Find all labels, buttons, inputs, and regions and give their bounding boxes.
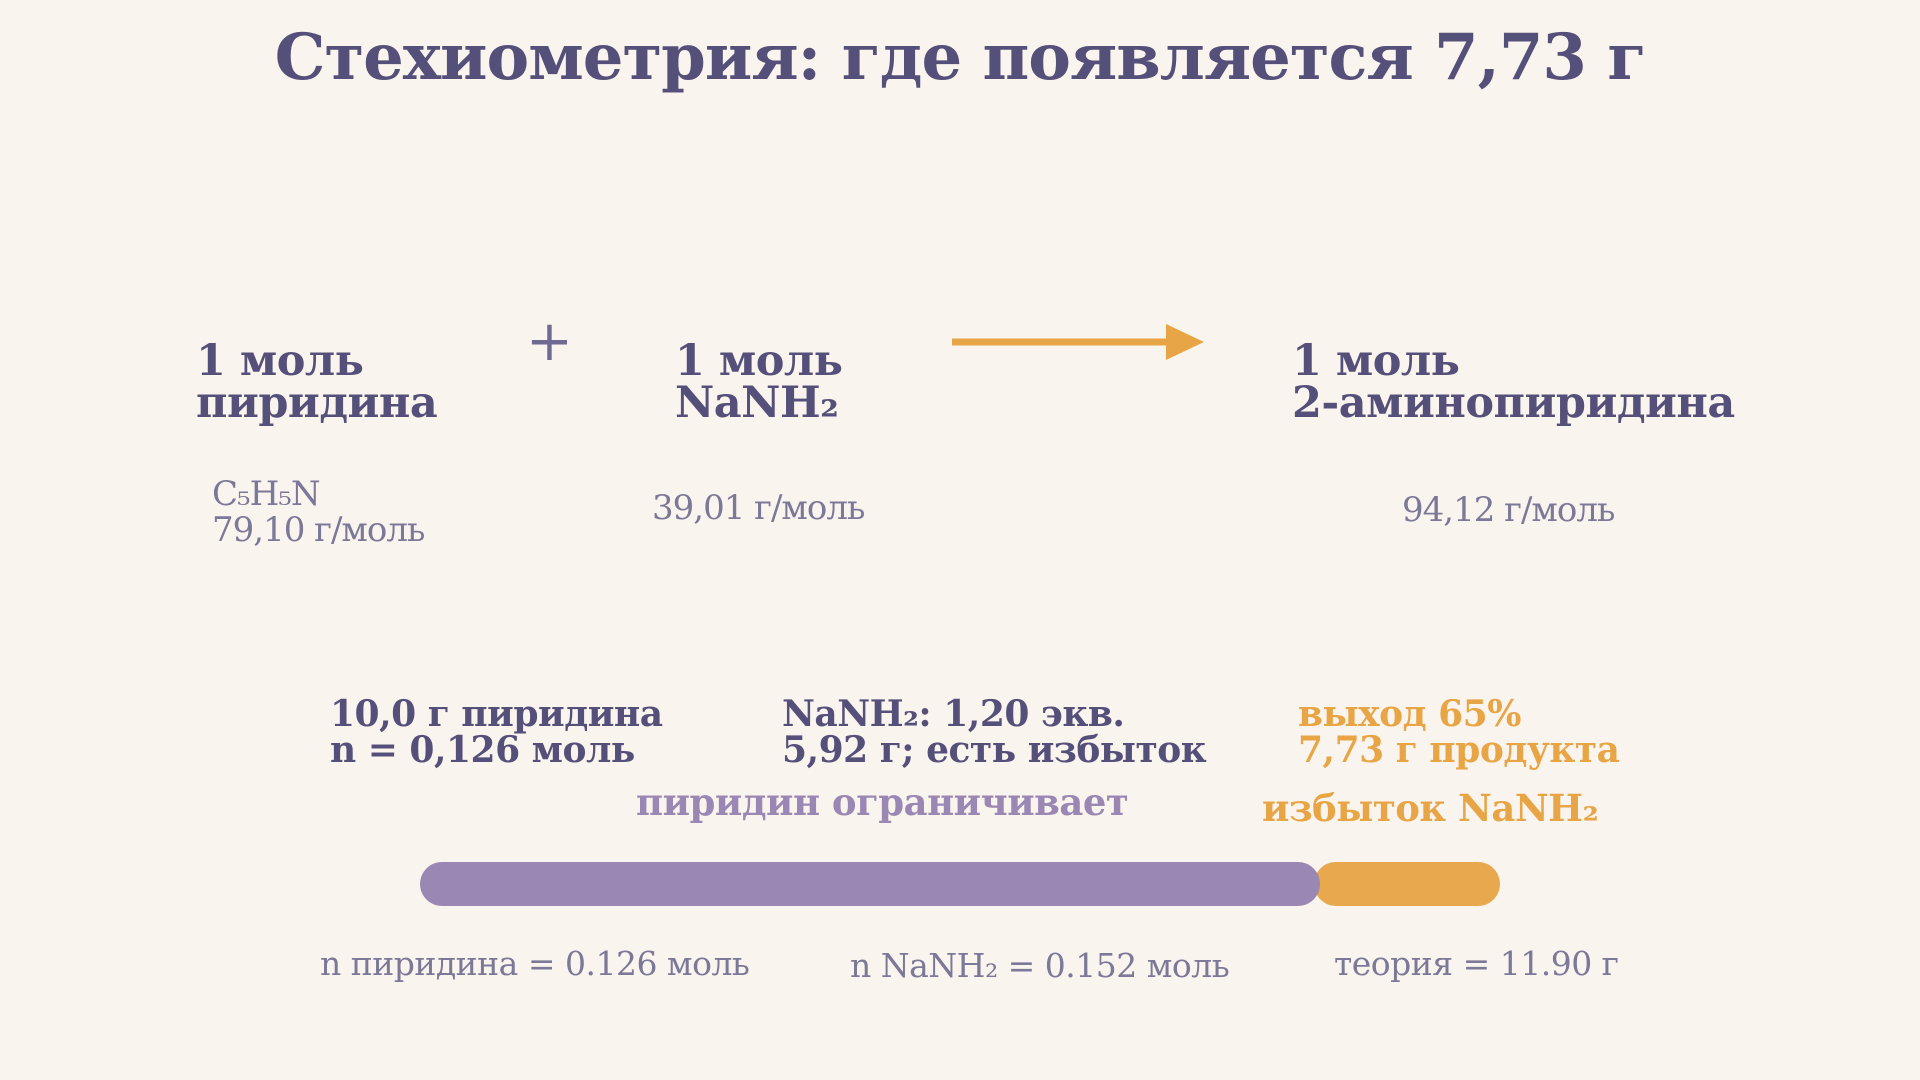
nanh2-molar-mass: 39,01 г/моль xyxy=(652,488,865,528)
n-pyridine-label: n пиридина = 0.126 моль xyxy=(320,944,750,983)
pyridine-moles: n = 0,126 моль xyxy=(330,729,635,771)
reaction-arrow-icon xyxy=(952,324,1204,360)
product-molar-mass: 94,12 г/моль xyxy=(1402,490,1615,530)
limiting-reagent-note: пиридин ограничивает xyxy=(636,780,1129,824)
pyridine-mass: 10,0 г пиридина xyxy=(330,693,663,735)
yield-percent: выход 65% xyxy=(1298,693,1521,735)
page-title: Стехиометрия: где появляется 7,73 г xyxy=(274,20,1647,95)
pyridine-info: C₅H₅N 79,10 г/моль xyxy=(212,474,425,550)
product-amount: 1 моль xyxy=(1292,336,1460,386)
pyridine-formula: C₅H₅N xyxy=(212,474,321,514)
reactant-pyridine: 1 моль пиридина xyxy=(196,336,438,428)
reactant-nanh2-amount: 1 моль xyxy=(675,336,843,386)
nanh2-equivalents: NaNH₂: 1,20 экв. xyxy=(782,693,1125,735)
product-name: 2-аминопиридина xyxy=(1292,378,1735,428)
reactant-nanh2-name: NaNH₂ xyxy=(675,378,839,428)
nanh2-calculation: NaNH₂: 1,20 экв. 5,92 г; есть избыток xyxy=(782,693,1207,771)
pyridine-calculation: 10,0 г пиридина n = 0,126 моль xyxy=(330,696,663,768)
bar-segment-excess xyxy=(1314,862,1500,906)
theory-label: теория = 11.90 г xyxy=(1334,944,1619,983)
ratio-bar xyxy=(420,862,1500,906)
bar-segment-limiting xyxy=(420,862,1320,906)
product-aminopyridine: 1 моль 2-аминопиридина xyxy=(1292,336,1735,428)
yield-calculation: выход 65% 7,73 г продукта xyxy=(1298,696,1620,768)
pyridine-molar-mass: 79,10 г/моль xyxy=(212,510,425,550)
excess-reagent-note: избыток NaNH₂ xyxy=(1262,786,1599,830)
yield-product-mass: 7,73 г продукта xyxy=(1298,729,1620,771)
n-nanh2-label: n NaNH₂ = 0.152 моль xyxy=(850,946,1230,985)
plus-sign: + xyxy=(526,309,573,374)
nanh2-mass: 5,92 г; есть избыток xyxy=(782,729,1207,771)
reactant-pyridine-name: пиридина xyxy=(196,378,438,428)
reactant-nanh2: 1 моль NaNH₂ xyxy=(675,336,843,428)
reactant-pyridine-amount: 1 моль xyxy=(196,336,364,386)
